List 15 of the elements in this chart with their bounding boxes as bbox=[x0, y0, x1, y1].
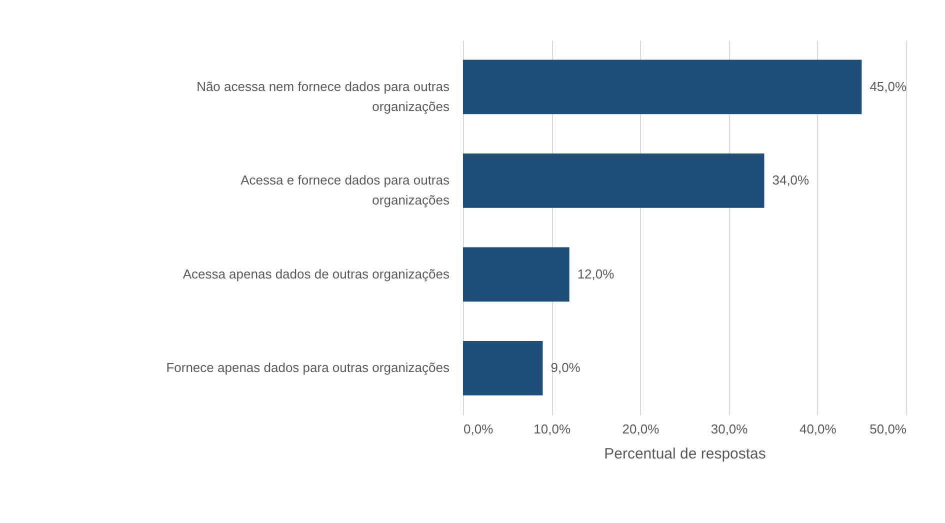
x-tick-label: 20,0% bbox=[622, 422, 660, 436]
y-tick-label: Fornece apenas dados para outras organizações bbox=[166, 360, 450, 376]
x-tick-label: 50,0% bbox=[870, 422, 907, 436]
data-label: 12,0% bbox=[577, 266, 615, 282]
x-tick-label: 30,0% bbox=[710, 422, 748, 436]
x-axis-title: Percentual de respostas bbox=[604, 446, 766, 462]
data-label: 9,0% bbox=[550, 360, 581, 376]
y-tick-label: Acessa apenas dados de outras organizações bbox=[182, 266, 450, 282]
y-tick-label: Acessa e fornece dados para outras organizações bbox=[240, 172, 450, 208]
data-label: 34,0% bbox=[772, 172, 810, 188]
data-label: 45,0% bbox=[870, 78, 907, 94]
y-tick-label: Não acessa nem fornece dados para outras organizações bbox=[196, 78, 450, 114]
x-tick-label: 0,0% bbox=[464, 422, 494, 436]
x-tick-label: 40,0% bbox=[799, 422, 837, 436]
x-tick-label: 10,0% bbox=[534, 422, 571, 436]
